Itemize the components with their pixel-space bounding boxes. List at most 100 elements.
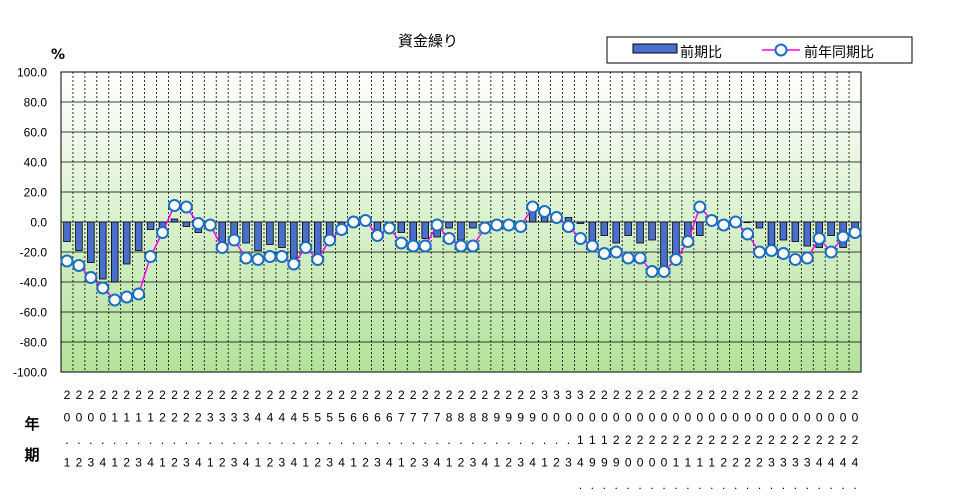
line-point [382,221,396,235]
line-point [442,232,456,245]
line-point [454,239,468,253]
line-series [60,199,862,307]
line-point [155,226,169,239]
line-point [717,218,731,232]
line-point [72,259,86,272]
line-point [120,290,134,304]
line-point [227,233,241,247]
bar [767,221,776,245]
bar [170,218,179,223]
line-point [60,254,74,268]
line-point [299,241,313,254]
line-point [526,200,540,214]
bar [612,221,620,244]
y-axis-ticks: 100.0 80.0 60.0 40.0 20.0 0.0 -20.0 -40.0 -60.0 -… [13,66,47,380]
legend-bar-swatch [632,43,678,54]
y-tick-label: 100.0 [17,66,47,80]
line-point [84,271,98,284]
line-point [251,253,265,266]
legend: 前期比 前年同期比 [606,36,913,64]
line-point [144,250,158,263]
y-tick-label: 60.0 [24,126,48,140]
bar [242,221,250,244]
chart-title: 資金繰り [398,32,458,50]
bar [779,221,788,241]
line-point [776,247,790,260]
line-point [741,227,755,241]
bar [660,221,668,269]
line-point [681,235,695,248]
line-point [275,250,289,263]
line-point [585,239,599,253]
line-point [550,211,564,224]
line-point [800,251,814,265]
bar [743,221,752,224]
line-point [287,257,301,271]
line-point [478,221,492,235]
line-point [764,244,778,257]
line-point [538,205,552,218]
bar [99,221,107,280]
line-point [788,253,802,266]
y-tick-label: 0.0 [30,216,47,230]
line-point [597,247,611,260]
line-point [179,200,193,214]
y-axis-unit: % [51,47,65,63]
line-point [514,220,528,233]
y-tick-label: -60.0 [20,306,48,320]
bar [469,221,477,229]
bar [672,221,680,259]
line-point [621,251,635,265]
bar [445,221,453,229]
y-tick-label: 20.0 [24,186,48,200]
line-point [705,214,719,227]
line-point [836,230,850,244]
line-point [490,218,504,232]
bar [588,221,597,242]
line-point [609,245,623,259]
line-point [370,229,384,242]
bar [421,221,429,239]
bar [290,221,298,259]
line-point [167,199,181,212]
x-axis-labels: 2 0. 1 2 0. 2 2 0. 3 2 0. 4 2 1. 1 2 1. 2 2 1. 3 2 1. 4 2 2. 1 2 2. 2… [64,388,859,502]
bar [122,221,131,265]
legend-label-line: 前年同期比 [804,44,874,61]
